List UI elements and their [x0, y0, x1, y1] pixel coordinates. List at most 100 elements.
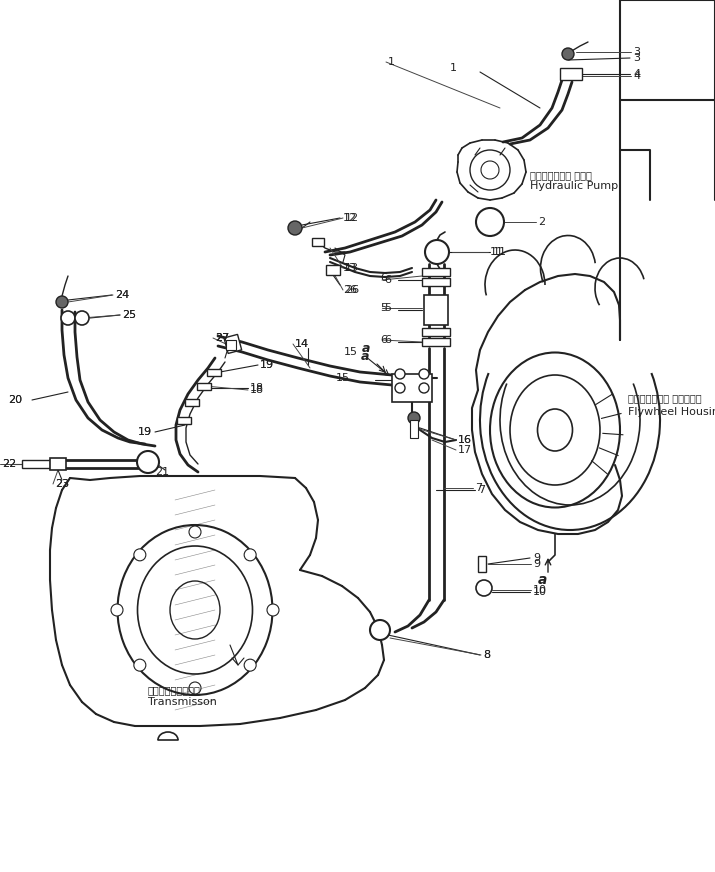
Text: 8: 8	[483, 650, 490, 660]
Text: 1: 1	[450, 63, 457, 73]
Circle shape	[111, 604, 123, 616]
Text: Hydraulic Pump: Hydraulic Pump	[530, 181, 618, 191]
Bar	[50, 458, 66, 470]
Circle shape	[419, 383, 429, 393]
Text: 23: 23	[55, 479, 69, 489]
Circle shape	[244, 659, 256, 671]
Text: 11: 11	[493, 247, 507, 257]
Circle shape	[476, 208, 504, 236]
Circle shape	[419, 369, 429, 379]
Text: Transmisson: Transmisson	[148, 697, 217, 707]
Text: 6: 6	[384, 275, 391, 285]
Text: 19: 19	[138, 427, 152, 437]
Text: 13: 13	[345, 263, 359, 273]
Bar	[410, 420, 418, 438]
Circle shape	[425, 240, 449, 264]
Bar	[422, 338, 450, 346]
Text: 26: 26	[345, 285, 359, 295]
Text: Flywheel Housing: Flywheel Housing	[628, 407, 715, 417]
Text: 16: 16	[458, 435, 472, 445]
Bar	[422, 268, 450, 276]
Text: 12: 12	[345, 213, 359, 223]
Text: 12: 12	[343, 213, 357, 223]
Text: 5: 5	[380, 303, 387, 313]
Circle shape	[267, 604, 279, 616]
Text: 8: 8	[483, 650, 490, 660]
Circle shape	[370, 620, 390, 640]
Text: 20: 20	[8, 395, 22, 405]
Text: 21: 21	[155, 467, 169, 477]
Text: a: a	[362, 342, 370, 355]
Text: 7: 7	[475, 483, 482, 493]
Text: 19: 19	[138, 427, 152, 437]
Bar	[422, 328, 450, 336]
Text: トランスミッション: トランスミッション	[148, 685, 201, 695]
Text: 6: 6	[380, 335, 387, 345]
Circle shape	[562, 48, 574, 60]
Circle shape	[395, 369, 405, 379]
Bar	[392, 374, 432, 402]
Text: 4: 4	[633, 71, 640, 81]
Text: 7: 7	[478, 485, 485, 495]
Circle shape	[476, 580, 492, 596]
Text: 15: 15	[344, 347, 358, 357]
Text: 19: 19	[260, 360, 274, 370]
Text: 14: 14	[295, 339, 309, 349]
Text: 9: 9	[533, 559, 540, 569]
Bar	[22, 460, 50, 468]
Text: 19: 19	[260, 360, 274, 370]
Bar	[226, 340, 236, 350]
Circle shape	[134, 548, 146, 561]
Text: 10: 10	[533, 585, 547, 595]
Text: 24: 24	[115, 290, 129, 300]
Text: 3: 3	[633, 53, 640, 63]
Text: 14: 14	[295, 339, 309, 349]
Text: 20: 20	[8, 395, 22, 405]
Bar	[185, 399, 199, 406]
Text: 13: 13	[343, 263, 357, 273]
Circle shape	[75, 311, 89, 325]
Text: 18: 18	[250, 383, 264, 393]
Text: フライホイール ハウジング: フライホイール ハウジング	[628, 393, 701, 403]
Bar	[224, 334, 242, 353]
Text: ハイドロリック ポンプ: ハイドロリック ポンプ	[530, 170, 592, 180]
Text: 22: 22	[2, 459, 16, 469]
Bar	[207, 369, 221, 376]
Bar	[424, 295, 448, 325]
Text: 26: 26	[343, 285, 357, 295]
Text: 23: 23	[55, 479, 69, 489]
Bar	[312, 238, 324, 246]
Circle shape	[288, 221, 302, 235]
Bar	[560, 68, 582, 80]
Circle shape	[56, 296, 68, 308]
Text: 25: 25	[122, 310, 136, 320]
Text: a: a	[361, 350, 369, 363]
Text: 18: 18	[250, 385, 264, 395]
Bar	[197, 383, 211, 390]
Text: 27: 27	[215, 333, 230, 343]
Text: 2: 2	[538, 217, 545, 227]
Circle shape	[244, 548, 256, 561]
Text: 17: 17	[458, 445, 472, 455]
Circle shape	[189, 682, 201, 694]
Circle shape	[61, 311, 75, 325]
Text: 4: 4	[633, 69, 640, 79]
Text: 11: 11	[490, 247, 504, 257]
Circle shape	[189, 526, 201, 538]
Text: 25: 25	[122, 310, 136, 320]
Text: 6: 6	[384, 335, 391, 345]
Text: 27: 27	[215, 333, 230, 343]
Text: 16: 16	[458, 435, 472, 445]
Text: 9: 9	[533, 553, 540, 563]
Bar	[177, 417, 191, 424]
Bar	[422, 278, 450, 286]
Text: a: a	[538, 573, 548, 587]
Circle shape	[395, 383, 405, 393]
Text: 10: 10	[533, 587, 547, 597]
Bar	[478, 556, 486, 572]
Text: 22: 22	[2, 459, 16, 469]
Circle shape	[408, 412, 420, 424]
Text: 6: 6	[380, 273, 387, 283]
Circle shape	[134, 659, 146, 671]
Circle shape	[137, 451, 159, 473]
